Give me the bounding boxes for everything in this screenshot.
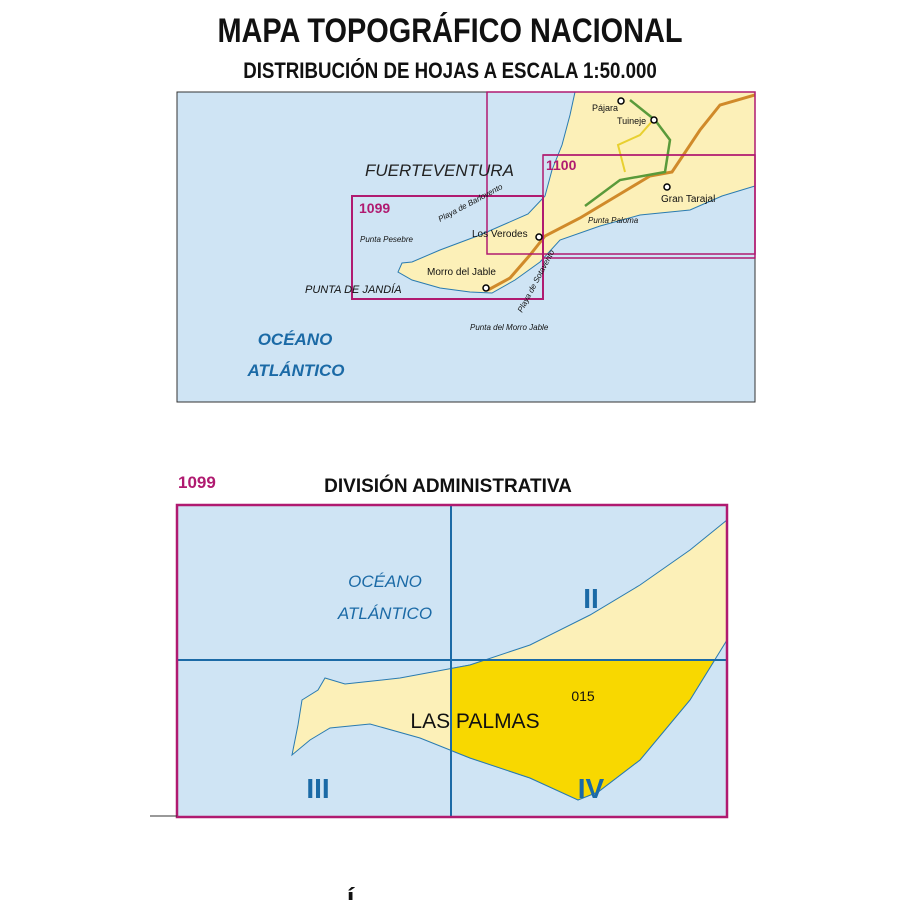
feature-punta-morro-jable: Punta del Morro Jable	[470, 323, 549, 332]
admin-ocean-label-2: ATLÁNTICO	[337, 604, 432, 623]
town-marker	[482, 284, 490, 292]
town-marker	[663, 183, 671, 191]
municipality-code: 015	[571, 688, 595, 704]
quadrant-iii-label: III	[306, 773, 329, 804]
province-label: LAS PALMAS	[410, 710, 539, 733]
road-minor	[616, 117, 656, 173]
admin-sheet-frame	[175, 503, 729, 819]
map-title: MAPA TOPOGRÁFICO NACIONAL	[217, 12, 683, 50]
place-gran-tarajal: Gran Tarajal	[661, 194, 715, 205]
town-marker	[650, 116, 658, 124]
feature-punta-de-jandia: PUNTA DE JANDÍA	[305, 283, 402, 296]
road-secondary	[584, 99, 672, 208]
feature-punta-paloma: Punta Paloma	[588, 216, 639, 225]
sheet-1099-label: 1099	[359, 200, 390, 216]
road-main	[487, 93, 755, 292]
admin-map-title: DIVISIÓN ADMINISTRATIVA	[324, 475, 572, 497]
feature-punta-pesebre: Punta Pesebre	[360, 235, 413, 244]
town-marker	[617, 97, 625, 105]
sheet-1100-label: 1100	[546, 157, 577, 173]
map-subtitle: DISTRIBUCIÓN DE HOJAS A ESCALA 1:50.000	[243, 58, 657, 83]
municipality-015-highlight[interactable]	[292, 520, 727, 801]
place-pajara: Pájara	[592, 103, 618, 113]
overview-map: 1099 1100 FUERTEVENTURA OCÉANO ATLÁNTICO…	[176, 91, 756, 403]
place-los-verodes: Los Verodes	[472, 229, 528, 240]
island-label: FUERTEVENTURA	[365, 161, 514, 180]
quadrant-iv-label: IV	[578, 773, 605, 804]
admin-sheet-number: 1099	[178, 473, 216, 492]
ocean-label-1: OCÉANO	[258, 330, 333, 349]
quadrant-ii-label: II	[583, 583, 599, 614]
place-morro-del-jable: Morro del Jable	[427, 267, 496, 278]
admin-ocean-label-1: OCÉANO	[348, 572, 422, 591]
ocean-label-2: ATLÁNTICO	[247, 361, 345, 380]
admin-map: 1099 DIVISIÓN ADMINISTRATIVA OCÉANO ATLÁ…	[150, 473, 729, 819]
place-tuineje: Tuineje	[617, 116, 646, 126]
town-marker	[535, 233, 543, 241]
footer-partial-text: Í	[347, 886, 355, 900]
